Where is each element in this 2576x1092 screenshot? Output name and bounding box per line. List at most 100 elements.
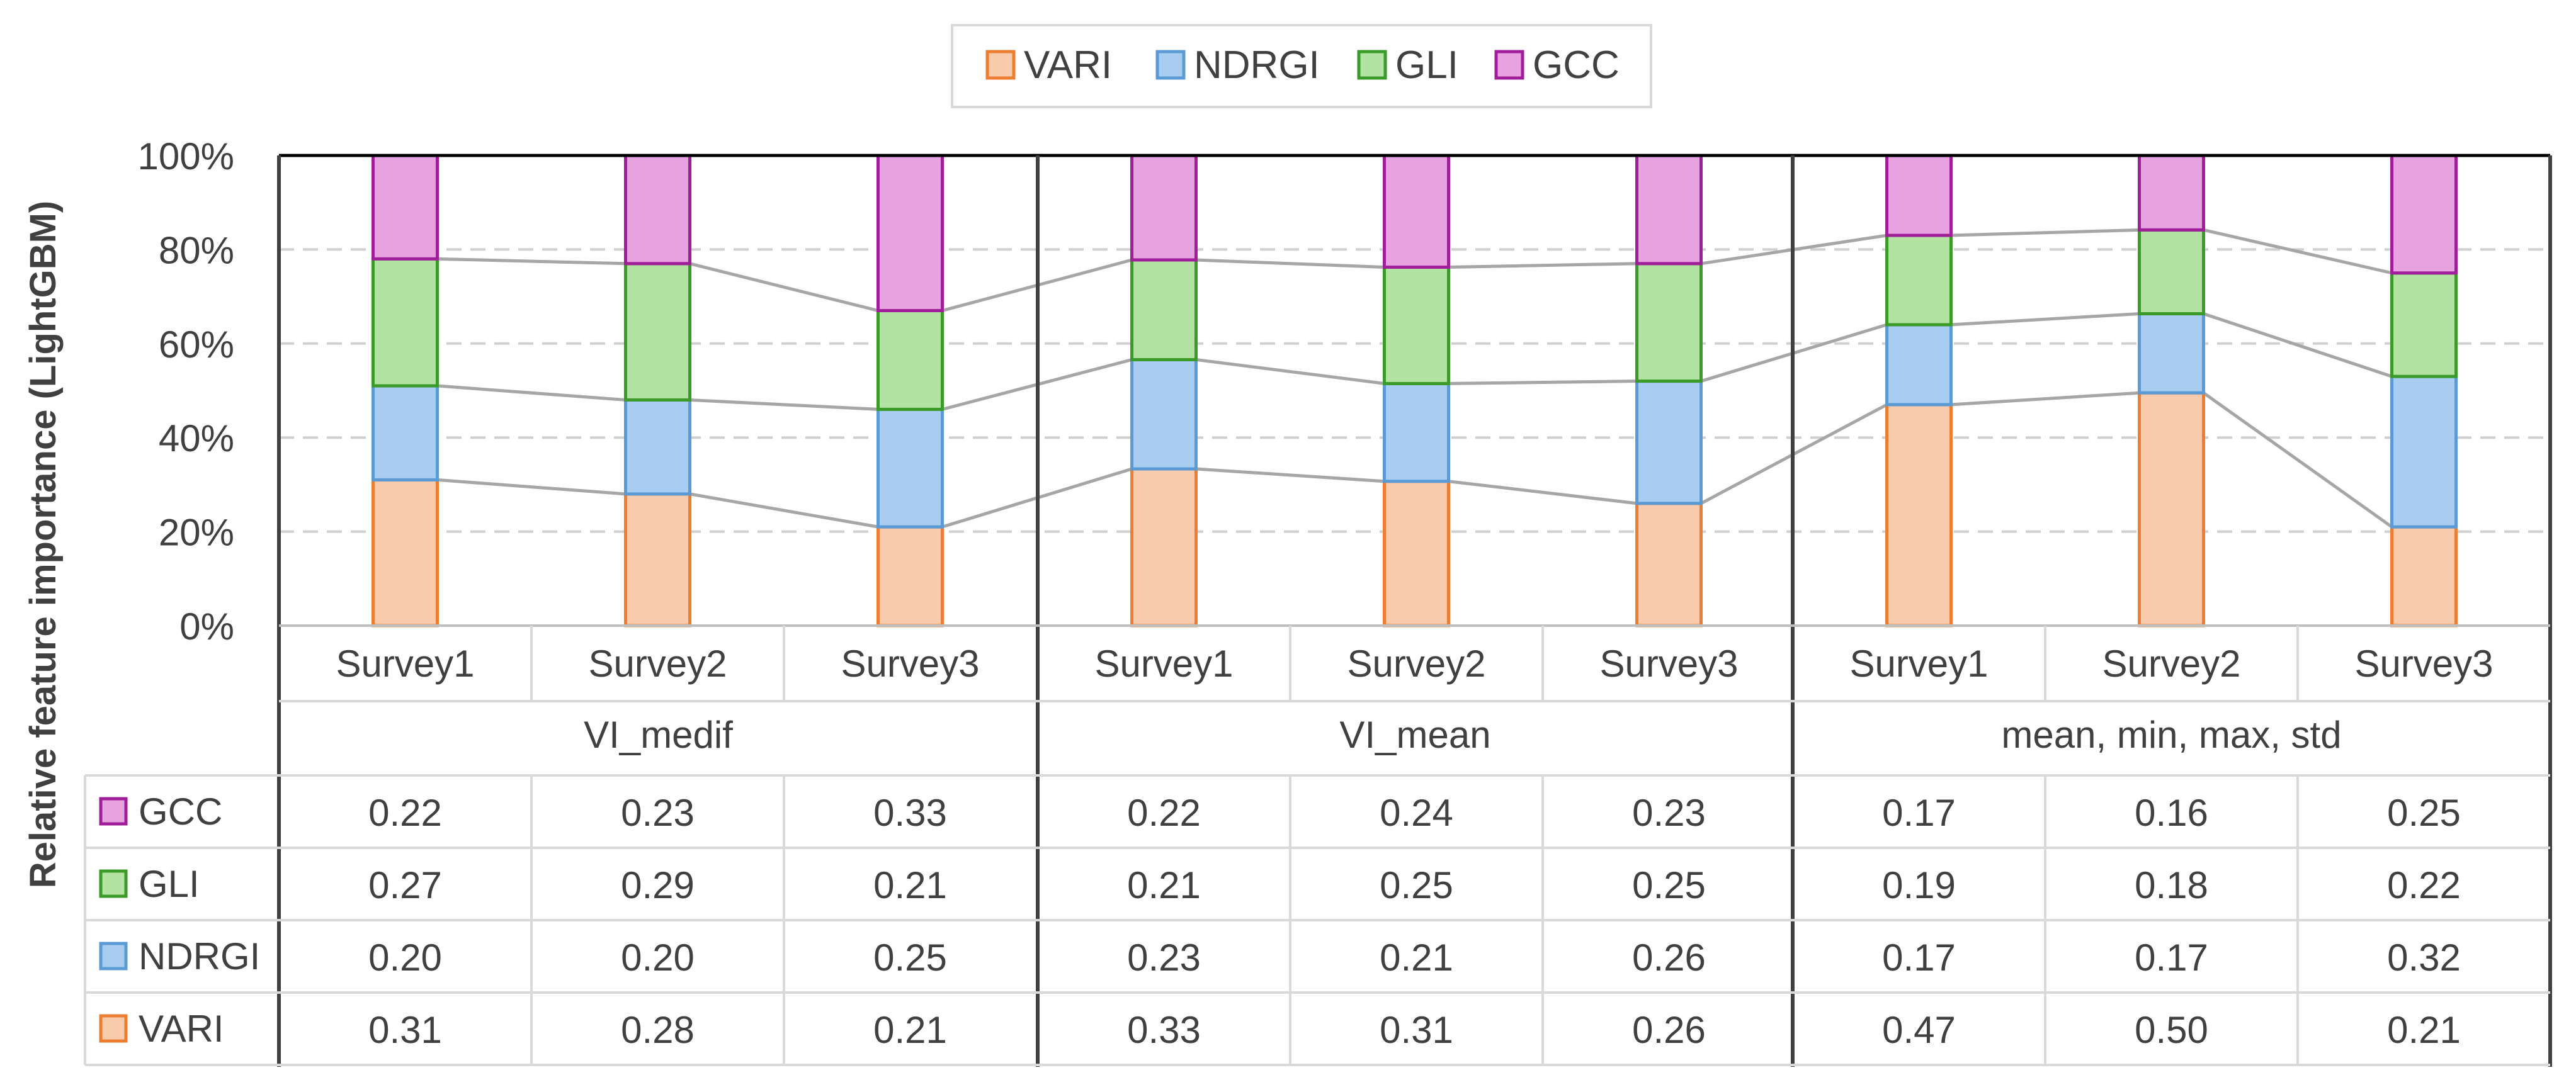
y-tick-label: 80% xyxy=(159,229,234,271)
table-legend-key-gli xyxy=(99,869,128,898)
table-cell: 0.21 xyxy=(1127,864,1201,906)
table-cell: 0.31 xyxy=(368,1009,442,1051)
group-label: VI_mean xyxy=(1339,714,1490,756)
bar-ndrgi xyxy=(624,398,691,496)
legend-label-vari: VARI xyxy=(1024,43,1112,87)
table-row-label-ndrgi: NDRGI xyxy=(139,935,260,977)
bar-gcc xyxy=(624,154,691,266)
bar-ndrgi xyxy=(2138,312,2205,395)
table-cell: 0.21 xyxy=(873,1009,947,1051)
bar-gli xyxy=(877,309,944,411)
connector-gli xyxy=(689,262,879,312)
table-cell: 0.26 xyxy=(1632,937,1706,979)
table-cell: 0.17 xyxy=(1882,937,1956,979)
x-tick-label: Survey1 xyxy=(1849,643,1988,685)
table-cell: 0.20 xyxy=(621,937,695,979)
x-tick-label: Survey2 xyxy=(2102,643,2240,685)
table-cell: 0.28 xyxy=(621,1009,695,1051)
bar-vari xyxy=(624,492,691,628)
connector-vari xyxy=(1448,480,1637,505)
legend-label-ndrgi: NDRGI xyxy=(1194,43,1320,87)
table-cell: 0.17 xyxy=(2135,937,2208,979)
bar-vari xyxy=(1635,502,1703,628)
legend-swatch-vari xyxy=(985,50,1016,80)
table-cell: 0.25 xyxy=(1380,864,1453,906)
table-cell: 0.47 xyxy=(1882,1009,1956,1051)
bar-ndrgi xyxy=(877,407,944,529)
legend: VARI NDRGI GLI GCC xyxy=(951,24,1652,108)
connector-gli xyxy=(1951,228,2140,237)
legend-box xyxy=(951,24,1652,108)
bar-vari xyxy=(2138,391,2205,628)
table-cell: 0.21 xyxy=(1380,937,1453,979)
x-tick-label: Survey1 xyxy=(336,643,474,685)
x-tick-label: Survey3 xyxy=(841,643,979,685)
legend-label-gcc: GCC xyxy=(1533,43,1620,87)
bars xyxy=(372,154,2458,628)
y-tick-label: 60% xyxy=(159,324,234,366)
connector-ndrgi xyxy=(437,384,626,402)
connector-vari xyxy=(1951,391,2140,407)
bar-gli xyxy=(1635,262,1703,383)
y-tick-label: 100% xyxy=(138,135,234,177)
connector-ndrgi xyxy=(689,398,878,411)
bar-gli xyxy=(1383,266,1450,385)
table-cell: 0.23 xyxy=(1127,937,1201,979)
x-tick-label: Survey2 xyxy=(588,643,727,685)
connector-ndrgi xyxy=(1951,312,2140,327)
table-cell: 0.20 xyxy=(368,937,442,979)
bar-gcc xyxy=(1635,154,1703,266)
bar-vari xyxy=(372,478,439,628)
x-tick-label: Survey2 xyxy=(1347,643,1485,685)
table-cell: 0.17 xyxy=(1882,792,1956,834)
table-cell: 0.19 xyxy=(1882,864,1956,906)
connector-gli xyxy=(2203,228,2393,275)
table-cell: 0.29 xyxy=(621,864,695,906)
table-cell: 0.25 xyxy=(2387,792,2461,834)
bar-gli xyxy=(1130,258,1198,361)
legend-swatch-gcc xyxy=(1494,50,1524,80)
bar-ndrgi xyxy=(1635,380,1703,505)
table-cell: 0.21 xyxy=(873,864,947,906)
table-cell: 0.50 xyxy=(2135,1009,2208,1051)
bar-gcc xyxy=(1130,154,1198,262)
bar-vari xyxy=(1885,403,1953,628)
bar-gcc xyxy=(1885,154,1953,237)
bar-ndrgi xyxy=(2390,374,2458,529)
table-cell: 0.23 xyxy=(1632,792,1706,834)
bar-vari xyxy=(2390,525,2458,628)
table-cell: 0.18 xyxy=(2135,864,2208,906)
connector-vari xyxy=(689,492,878,529)
x-tick-label: Survey3 xyxy=(1599,643,1738,685)
axes: 0% 20% 40% 60% 80% 100% Survey1 Survey2 Survey3 V… xyxy=(138,135,2552,1067)
bar-ndrgi xyxy=(1383,381,1450,483)
bar-gcc xyxy=(877,154,944,313)
x-tick-label: Survey1 xyxy=(1094,643,1233,685)
table-cell: 0.24 xyxy=(1380,792,1453,834)
table-row-label-gcc: GCC xyxy=(139,791,222,833)
bar-ndrgi xyxy=(1885,323,1953,407)
legend-swatch-ndrgi xyxy=(1155,50,1186,80)
y-axis-label: Relative feature importance (LightGBM) xyxy=(23,201,64,888)
table-cell: 0.25 xyxy=(873,937,947,979)
group-label: mean, min, max, std xyxy=(2001,714,2341,756)
table-cell: 0.22 xyxy=(1127,792,1201,834)
bar-gcc xyxy=(2138,154,2205,232)
bar-vari xyxy=(1130,467,1198,628)
table-cell: 0.16 xyxy=(2135,792,2208,834)
table-cell: 0.25 xyxy=(1632,864,1706,906)
table-legend-key-vari xyxy=(99,1014,128,1043)
bar-gcc xyxy=(1383,154,1450,269)
bar-vari xyxy=(877,525,944,628)
connector-gli xyxy=(1196,258,1385,269)
table-cell: 0.21 xyxy=(2387,1009,2461,1051)
connector-vari xyxy=(437,478,626,496)
bar-vari xyxy=(1383,480,1450,628)
table-cell: 0.22 xyxy=(368,792,442,834)
y-tick-label: 40% xyxy=(159,417,234,459)
table-cell: 0.31 xyxy=(1380,1009,1453,1051)
bar-gli xyxy=(372,257,439,388)
bar-ndrgi xyxy=(372,384,439,481)
table-cell: 0.26 xyxy=(1632,1009,1706,1051)
